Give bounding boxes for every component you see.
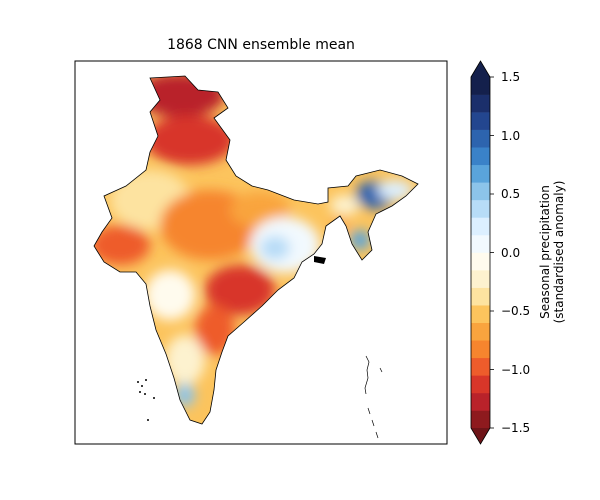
colorbar-tick-label: −1.0 bbox=[501, 364, 530, 376]
colorbar-tick-label: −1.5 bbox=[501, 422, 530, 434]
colorbar-segment bbox=[471, 305, 490, 323]
colorbar bbox=[471, 61, 494, 444]
colorbar-segment bbox=[471, 182, 490, 200]
colorbar-segment bbox=[471, 270, 490, 288]
colorbar-tick-label: 0.5 bbox=[501, 188, 520, 200]
colorbar-tick-label: 1.5 bbox=[501, 71, 520, 83]
colorbar-segment bbox=[471, 112, 490, 130]
colorbar-segment bbox=[471, 323, 490, 341]
colorbar-segment bbox=[471, 217, 490, 235]
colorbar-segment bbox=[471, 410, 490, 428]
colorbar-segment bbox=[471, 375, 490, 393]
colorbar-extend-max bbox=[471, 61, 490, 77]
colorbar-segment bbox=[471, 200, 490, 218]
colorbar-label-line1: Seasonal precipitation bbox=[538, 181, 552, 324]
colorbar-segment bbox=[471, 77, 490, 95]
colorbar-segment bbox=[471, 165, 490, 183]
colorbar-segment bbox=[471, 253, 490, 271]
colorbar-segment bbox=[471, 147, 490, 165]
colorbar-segment bbox=[471, 235, 490, 253]
colorbar-segment bbox=[471, 358, 490, 376]
colorbar-segment bbox=[471, 288, 490, 306]
colorbar-tick-label: 0.0 bbox=[501, 247, 520, 259]
colorbar-extend-min bbox=[471, 428, 490, 444]
colorbar-segment bbox=[471, 393, 490, 411]
colorbar-label-line2: (standardised anomaly) bbox=[552, 181, 566, 324]
map-title: 1868 CNN ensemble mean bbox=[75, 37, 447, 53]
colorbar-segment bbox=[471, 130, 490, 148]
colorbar-tick-label: −0.5 bbox=[501, 305, 530, 317]
colorbar-tick-label: 1.0 bbox=[501, 130, 520, 142]
colorbar-segment bbox=[471, 340, 490, 358]
colorbar-segment bbox=[471, 95, 490, 113]
